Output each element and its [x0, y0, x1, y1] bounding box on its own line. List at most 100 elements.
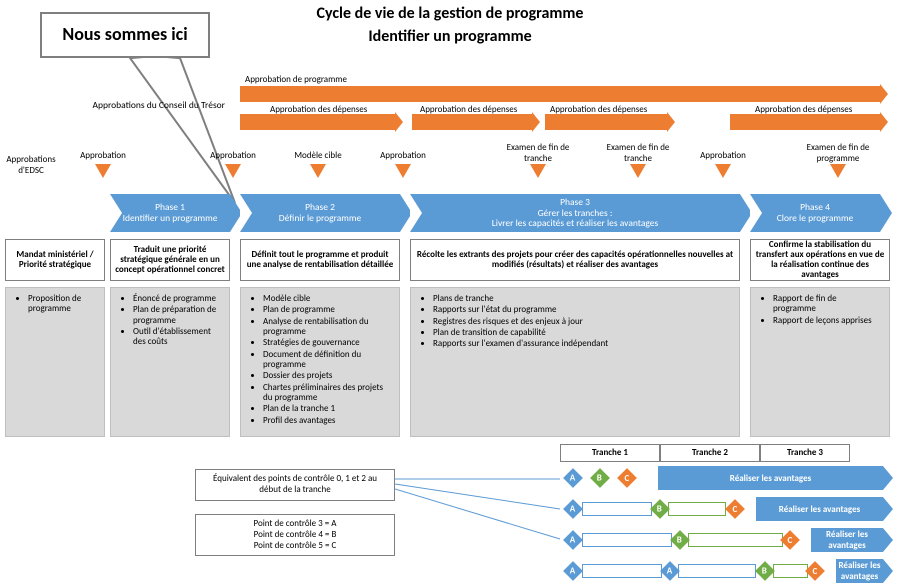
- control-point-diamond: C: [805, 561, 825, 581]
- control-point-diamond: B: [650, 499, 670, 519]
- deliverable-item: Chartes préliminaires des projets du pro…: [263, 383, 391, 404]
- tranche-header-cell: Tranche 3: [760, 444, 850, 462]
- deliverable-item: Rapport de fin de programme: [773, 294, 881, 315]
- control-point-diamond: C: [725, 499, 745, 519]
- control-point-diamond: C: [780, 530, 800, 550]
- program-approval-label: Approbation de programme: [245, 74, 347, 85]
- tranche-lane: A B C Réaliser les avantages: [558, 497, 893, 521]
- approval-marker: [830, 164, 846, 178]
- control-point-diamond: A: [563, 561, 583, 581]
- control-point-diamond: A: [563, 468, 583, 488]
- approval-marker-label: Approbation: [73, 150, 133, 161]
- tranche-header-cell: Tranche 1: [560, 444, 660, 462]
- control-point-diamond: B: [755, 561, 775, 581]
- deliverables-column: Modèle ciblePlan de programme Analyse de …: [240, 287, 400, 437]
- expense-arrow-3: [545, 114, 667, 130]
- note-equivalent: Équivalent des points de contrôle 0, 1 e…: [195, 469, 395, 501]
- deliverable-item: Profil des avantages: [263, 416, 391, 426]
- tranche-lane: A A B C Réaliser les avantages: [558, 559, 893, 583]
- connector-lines: [395, 474, 565, 564]
- approval-marker: [225, 164, 241, 178]
- tranche-header: Tranche 1Tranche 2Tranche 3: [560, 444, 850, 462]
- deliverable-item: Document de définition du programme: [263, 350, 391, 371]
- expense-arrow-4: [730, 114, 880, 130]
- lane-strip: [688, 533, 783, 547]
- deliverable-item: Registres des risques et des enjeux à jo…: [433, 317, 731, 327]
- expense-label-3: Approbation des dépenses: [550, 104, 647, 115]
- approval-marker: [395, 164, 411, 178]
- lane-strip: [582, 564, 662, 578]
- control-point-diamond: B: [590, 468, 610, 488]
- phase-arrow: Phase 2Définir le programme: [240, 194, 400, 232]
- realize-benefits-arrow: Réaliser les avantages: [756, 497, 883, 521]
- phase-description: Confirme la stabilisation du transfert a…: [750, 239, 890, 281]
- expense-label-2: Approbation des dépenses: [420, 104, 517, 115]
- approval-marker: [630, 164, 646, 178]
- edsc-approvals: Approbations d'EDSC Approbation Approbati…: [0, 144, 900, 199]
- note-cp-4: Point de contrôle 4 = B: [202, 530, 388, 541]
- edsc-label: Approbations d'EDSC: [0, 154, 62, 176]
- tranche-header-cell: Tranche 2: [660, 444, 760, 462]
- phase-description: Récolte les extrants des projets pour cr…: [410, 239, 740, 281]
- tranche-lane: ABC Réaliser les avantages: [558, 466, 893, 490]
- phase-row: Phase 1Identifier un programme Phase 2Déf…: [0, 194, 900, 236]
- note-cp-5: Point de contrôle 5 = C: [202, 541, 388, 552]
- approval-marker-label: Examen de fin de programme: [798, 142, 878, 164]
- approval-marker-label: Examen de fin de tranche: [598, 142, 678, 164]
- deliverable-item: Énoncé de programme: [133, 294, 221, 304]
- deliverables-column: Rapport de fin de programmeRapport de le…: [750, 287, 890, 437]
- tranche-lane: A B C Réaliser les avantages: [558, 528, 893, 552]
- phase-arrow: Phase 4Clore le programme: [750, 194, 880, 232]
- deliverable-item: Rapport de leçons apprises: [773, 316, 881, 326]
- phase-description: Définit tout le programme et produit une…: [240, 239, 400, 281]
- deliverable-item: Plan de transition de capabilité: [433, 328, 731, 338]
- deliverable-item: Modèle cible: [263, 294, 391, 304]
- lane-strip: [773, 564, 808, 578]
- approval-marker-label: Approbation: [203, 150, 263, 161]
- phase-description: Traduit une priorité stratégique général…: [110, 239, 230, 281]
- approval-marker: [310, 164, 326, 178]
- approval-marker-label: Approbation: [373, 150, 433, 161]
- program-approval-arrow: [240, 86, 880, 102]
- realize-benefits-arrow: Réaliser les avantages: [658, 466, 883, 490]
- note-control-points: Point de contrôle 3 = A Point de contrôl…: [195, 514, 395, 556]
- control-point-diamond: B: [670, 530, 690, 550]
- realize-benefits-arrow: Réaliser les avantages: [811, 528, 883, 552]
- deliverables-column: Plans de trancheRapports sur l'état du p…: [410, 287, 740, 437]
- approval-marker: [530, 164, 546, 178]
- deliverable-item: Plan de programme: [263, 305, 391, 315]
- approval-marker-label: Approbation: [693, 150, 753, 161]
- deliverable-item: Rapports sur l'examen d'assurance indépe…: [433, 339, 731, 349]
- treasury-approvals: Approbations du Conseil du Trésor Approb…: [0, 79, 900, 139]
- lane-strip: [582, 533, 672, 547]
- expense-arrow-2: [412, 114, 532, 130]
- realize-benefits-arrow: Réaliser les avantages: [836, 559, 883, 583]
- approval-marker: [95, 164, 111, 178]
- phase-arrow: Phase 3Gérer les tranches : Livrer les c…: [410, 194, 740, 232]
- lane-strip: [678, 564, 756, 578]
- expense-arrow-1: [240, 114, 395, 130]
- control-point-diamond: A: [660, 561, 680, 581]
- mandate-box: Mandat ministériel / Priorité stratégiqu…: [5, 239, 105, 281]
- deliverables-column: Proposition de programme: [5, 287, 105, 437]
- control-point-diamond: C: [617, 468, 637, 488]
- expense-label-4: Approbation des dépenses: [755, 104, 852, 115]
- deliverable-item: Analyse de rentabilisation du programme: [263, 317, 391, 338]
- deliverable-item: Dossier des projets: [263, 371, 391, 381]
- phase-arrow: Phase 1Identifier un programme: [110, 194, 230, 232]
- control-point-diamond: A: [563, 530, 583, 550]
- lane-strip: [582, 502, 652, 516]
- callout-here: Nous sommes ici: [40, 12, 210, 58]
- deliverable-item: Outil d'établissement des coûts: [133, 327, 221, 348]
- deliverable-item: Plan de préparation de programme: [133, 305, 221, 326]
- deliverable-item: Rapports sur l'état du programme: [433, 305, 731, 315]
- approval-marker: [715, 164, 731, 178]
- treasury-label: Approbations du Conseil du Trésor: [60, 99, 225, 111]
- lane-strip: [668, 502, 726, 516]
- expense-label-1: Approbation des dépenses: [270, 104, 367, 115]
- deliverable-item: Proposition de programme: [28, 294, 96, 315]
- control-point-diamond: A: [563, 499, 583, 519]
- deliverables-column: Énoncé de programmePlan de préparation d…: [110, 287, 230, 437]
- deliverable-item: Plans de tranche: [433, 294, 731, 304]
- deliverable-item: Plan de la tranche 1: [263, 404, 391, 414]
